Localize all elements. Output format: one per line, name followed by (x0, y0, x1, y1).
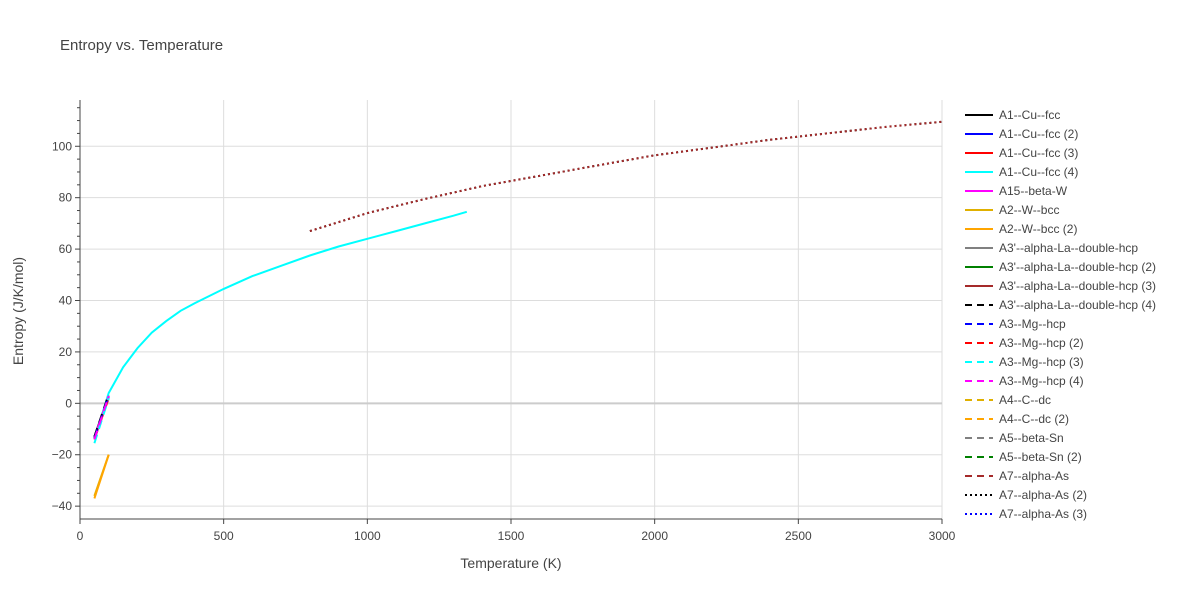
axes (75, 100, 943, 524)
x-tick-labels: 0 500 1000 1500 2000 2500 3000 (77, 529, 956, 543)
y-tick-label: 60 (59, 242, 73, 256)
legend-label: A1--Cu--fcc (999, 108, 1060, 122)
legend-item[interactable]: A5--beta-Sn (2) (965, 450, 1082, 464)
legend-label: A7--alpha-As (3) (999, 507, 1087, 521)
x-tick-label: 1500 (498, 529, 525, 543)
series-layer (93, 120, 943, 499)
y-tick-label: 80 (59, 191, 73, 205)
legend-item[interactable]: A3'--alpha-La--double-hcp (3) (965, 279, 1156, 293)
legend-label: A1--Cu--fcc (3) (999, 146, 1078, 160)
legend-item[interactable]: A15--beta-W (965, 184, 1068, 198)
legend-item[interactable]: A4--C--dc (2) (965, 412, 1069, 426)
legend-label: A3'--alpha-La--double-hcp (4) (999, 298, 1156, 312)
legend-item[interactable]: A3--Mg--hcp (965, 317, 1066, 331)
legend-item[interactable]: A1--Cu--fcc (2) (965, 127, 1078, 141)
legend-label: A5--beta-Sn (999, 431, 1064, 445)
series-line-22 (309, 120, 943, 233)
y-tick-label: 100 (52, 139, 72, 153)
legend-item[interactable]: A1--Cu--fcc (965, 108, 1060, 122)
legend-label: A7--alpha-As (2) (999, 488, 1087, 502)
x-axis-title: Temperature (K) (460, 555, 561, 571)
legend: A1--Cu--fcc A1--Cu--fcc (2) A1--Cu--fcc (3… (965, 108, 1156, 521)
legend-label: A3'--alpha-La--double-hcp (3) (999, 279, 1156, 293)
y-tick-label: −20 (52, 448, 73, 462)
legend-label: A3'--alpha-La--double-hcp (999, 241, 1138, 255)
legend-item[interactable]: A7--alpha-As (3) (965, 507, 1087, 521)
series-line-20 (309, 120, 943, 233)
legend-item[interactable]: A2--W--bcc (965, 203, 1059, 217)
legend-item[interactable]: A3'--alpha-La--double-hcp (2) (965, 260, 1156, 274)
legend-item[interactable]: A3'--alpha-La--double-hcp (4) (965, 298, 1156, 312)
legend-label: A3'--alpha-La--double-hcp (2) (999, 260, 1156, 274)
legend-label: A7--alpha-As (999, 469, 1069, 483)
x-tick-label: 500 (214, 529, 234, 543)
legend-label: A3--Mg--hcp (4) (999, 374, 1084, 388)
y-axis-title: Entropy (J/K/mol) (10, 257, 26, 365)
legend-label: A1--Cu--fcc (4) (999, 165, 1078, 179)
legend-label: A3--Mg--hcp (3) (999, 355, 1084, 369)
y-tick-label: 40 (59, 294, 73, 308)
legend-item[interactable]: A4--C--dc (965, 393, 1051, 407)
legend-label: A2--W--bcc (999, 203, 1059, 217)
legend-label: A5--beta-Sn (2) (999, 450, 1082, 464)
x-tick-label: 3000 (929, 529, 956, 543)
legend-item[interactable]: A3--Mg--hcp (3) (965, 355, 1084, 369)
legend-label: A1--Cu--fcc (2) (999, 127, 1078, 141)
legend-label: A4--C--dc (999, 393, 1051, 407)
y-tick-label: 0 (65, 396, 72, 410)
legend-label: A4--C--dc (2) (999, 412, 1069, 426)
legend-label: A2--W--bcc (2) (999, 222, 1077, 236)
chart-title: Entropy vs. Temperature (60, 37, 223, 54)
x-tick-label: 0 (77, 529, 84, 543)
y-tick-label: −40 (52, 499, 73, 513)
legend-item[interactable]: A3'--alpha-La--double-hcp (965, 241, 1138, 255)
x-tick-label: 1000 (354, 529, 381, 543)
series-line-14 (93, 395, 110, 440)
legend-item[interactable]: A7--alpha-As (2) (965, 488, 1087, 502)
legend-label: A3--Mg--hcp (2) (999, 336, 1084, 350)
x-tick-label: 2500 (785, 529, 812, 543)
legend-item[interactable]: A1--Cu--fcc (3) (965, 146, 1078, 160)
series-line-6 (93, 454, 110, 499)
legend-item[interactable]: A2--W--bcc (2) (965, 222, 1077, 236)
legend-item[interactable]: A5--beta-Sn (965, 431, 1064, 445)
legend-item[interactable]: A3--Mg--hcp (2) (965, 336, 1084, 350)
y-tick-label: 20 (59, 345, 73, 359)
grid (80, 100, 943, 519)
legend-item[interactable]: A7--alpha-As (965, 469, 1069, 483)
legend-item[interactable]: A3--Mg--hcp (4) (965, 374, 1084, 388)
legend-label: A3--Mg--hcp (999, 317, 1066, 331)
x-tick-label: 2000 (641, 529, 668, 543)
y-tick-labels: −40 −20 0 20 40 60 80 100 (52, 139, 73, 513)
series-line-3 (93, 210, 468, 440)
legend-item[interactable]: A1--Cu--fcc (4) (965, 165, 1078, 179)
legend-label: A15--beta-W (999, 184, 1068, 198)
